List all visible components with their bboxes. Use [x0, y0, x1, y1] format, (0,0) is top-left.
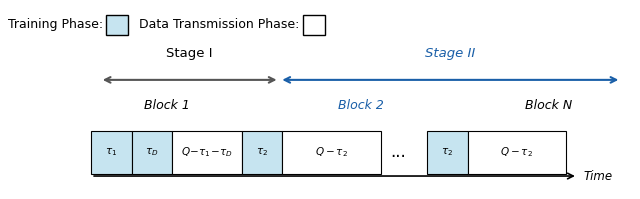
Text: $\tau_2$: $\tau_2$	[256, 147, 268, 158]
Text: Stage I: Stage I	[166, 47, 213, 60]
FancyBboxPatch shape	[303, 15, 324, 35]
FancyBboxPatch shape	[132, 131, 172, 174]
FancyBboxPatch shape	[242, 131, 282, 174]
FancyBboxPatch shape	[282, 131, 381, 174]
Text: $Q\!-\!\tau_1\!-\!\tau_D$: $Q\!-\!\tau_1\!-\!\tau_D$	[181, 146, 233, 159]
Text: Block 2: Block 2	[338, 99, 383, 112]
Text: $\tau_2$: $\tau_2$	[442, 147, 454, 158]
FancyBboxPatch shape	[106, 15, 127, 35]
FancyBboxPatch shape	[172, 131, 242, 174]
Text: $Q - \tau_2$: $Q - \tau_2$	[315, 146, 348, 159]
Text: Time: Time	[584, 170, 612, 182]
FancyBboxPatch shape	[427, 131, 468, 174]
Text: $Q - \tau_2$: $Q - \tau_2$	[500, 146, 534, 159]
FancyBboxPatch shape	[91, 131, 132, 174]
Text: Block 1: Block 1	[143, 99, 189, 112]
Text: Data Transmission Phase:: Data Transmission Phase:	[140, 19, 300, 31]
FancyBboxPatch shape	[468, 131, 566, 174]
Text: ...: ...	[390, 143, 406, 161]
Text: $\tau_1$: $\tau_1$	[106, 147, 118, 158]
Text: Stage II: Stage II	[425, 47, 476, 60]
Text: $\tau_D$: $\tau_D$	[145, 147, 159, 158]
Text: Training Phase:: Training Phase:	[8, 19, 103, 31]
Text: Block N: Block N	[525, 99, 572, 112]
